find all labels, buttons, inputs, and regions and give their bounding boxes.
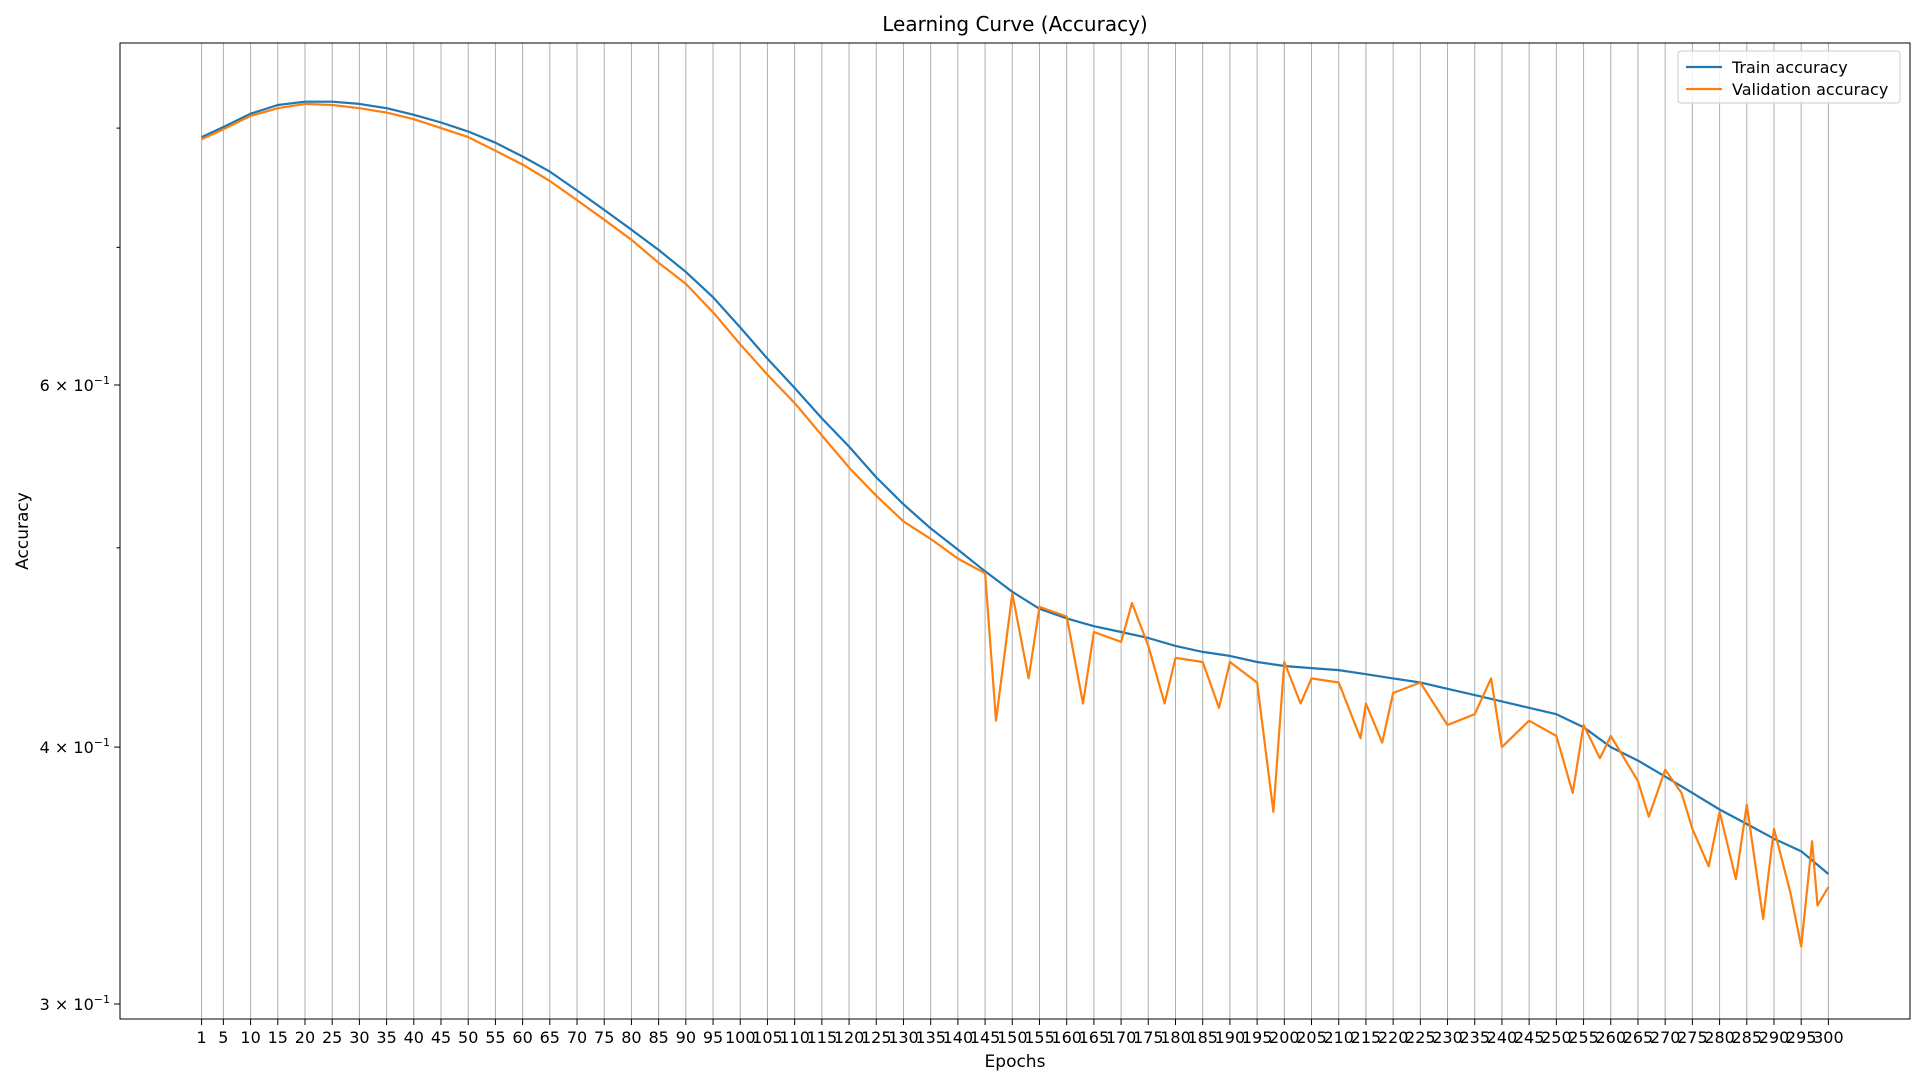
legend-label-validation: Validation accuracy [1732, 80, 1888, 99]
x-axis-ticks: 1 5 10 15 20 25 30 35 40 45 50 55 60 65 70 75 80 85 90 95 10… [197, 1019, 1844, 1047]
x-tick-label: 185 [1187, 1028, 1218, 1047]
x-tick-label: 75 [594, 1028, 614, 1047]
x-tick-label: 10 [240, 1028, 260, 1047]
x-tick-label: 80 [621, 1028, 641, 1047]
x-tick-label: 270 [1650, 1028, 1681, 1047]
x-tick-label: 285 [1732, 1028, 1763, 1047]
x-tick-label: 65 [540, 1028, 560, 1047]
x-tick-label: 45 [431, 1028, 451, 1047]
x-tick-label: 110 [779, 1028, 810, 1047]
x-tick-label: 100 [725, 1028, 756, 1047]
chart-title: Learning Curve (Accuracy) [882, 12, 1147, 36]
x-tick-label: 25 [322, 1028, 342, 1047]
x-tick-label: 155 [1024, 1028, 1055, 1047]
x-tick-label: 225 [1405, 1028, 1436, 1047]
x-tick-label: 190 [1215, 1028, 1246, 1047]
x-tick-label: 145 [970, 1028, 1001, 1047]
x-tick-label: 195 [1242, 1028, 1273, 1047]
x-tick-label: 70 [567, 1028, 587, 1047]
y-tick-label: 4 × 10−1 [40, 736, 110, 757]
x-grid [201, 43, 1829, 1019]
x-tick-label: 230 [1432, 1028, 1463, 1047]
x-tick-label: 105 [752, 1028, 783, 1047]
x-tick-label: 215 [1351, 1028, 1382, 1047]
x-tick-label: 245 [1514, 1028, 1545, 1047]
x-tick-label: 295 [1786, 1028, 1817, 1047]
x-tick-label: 55 [485, 1028, 505, 1047]
x-tick-label: 135 [915, 1028, 946, 1047]
x-tick-label: 50 [458, 1028, 478, 1047]
x-tick-label: 300 [1813, 1028, 1844, 1047]
x-tick-label: 95 [703, 1028, 723, 1047]
x-tick-label: 120 [834, 1028, 865, 1047]
legend: Train accuracy Validation accuracy [1677, 50, 1901, 104]
legend-box [1677, 50, 1901, 104]
x-tick-label: 255 [1568, 1028, 1599, 1047]
x-tick-label: 115 [807, 1028, 838, 1047]
x-tick-label: 20 [295, 1028, 315, 1047]
series-layer [201, 100, 1830, 948]
legend-label-train: Train accuracy [1731, 58, 1848, 77]
y-axis-ticks: 3 × 10−1 4 × 10−1 6 × 10−1 [40, 127, 120, 1014]
x-tick-label: 1 [197, 1028, 207, 1047]
x-tick-label: 210 [1323, 1028, 1354, 1047]
x-tick-label: 130 [888, 1028, 919, 1047]
y-tick-label: 6 × 10−1 [40, 374, 110, 395]
x-axis-label: Epochs [985, 1052, 1046, 1072]
y-tick-label: 3 × 10−1 [40, 993, 110, 1014]
x-tick-label: 280 [1704, 1028, 1735, 1047]
x-tick-label: 60 [512, 1028, 532, 1047]
x-tick-label: 275 [1677, 1028, 1708, 1047]
x-tick-label: 205 [1296, 1028, 1327, 1047]
x-tick-label: 175 [1133, 1028, 1164, 1047]
x-tick-label: 150 [997, 1028, 1028, 1047]
x-tick-label: 265 [1623, 1028, 1654, 1047]
train-accuracy-line [201, 100, 1830, 875]
x-tick-label: 180 [1160, 1028, 1191, 1047]
x-tick-label: 15 [268, 1028, 288, 1047]
x-tick-label: 5 [218, 1028, 228, 1047]
x-tick-label: 160 [1051, 1028, 1082, 1047]
x-tick-label: 125 [861, 1028, 892, 1047]
y-axis-label: Accuracy [13, 492, 33, 570]
x-tick-label: 90 [676, 1028, 696, 1047]
x-tick-label: 30 [349, 1028, 369, 1047]
x-tick-label: 290 [1759, 1028, 1790, 1047]
x-tick-label: 200 [1269, 1028, 1300, 1047]
validation-accuracy-line [201, 102, 1830, 948]
x-tick-label: 235 [1459, 1028, 1490, 1047]
x-tick-label: 35 [376, 1028, 396, 1047]
x-tick-label: 220 [1378, 1028, 1409, 1047]
x-tick-label: 140 [943, 1028, 974, 1047]
x-tick-label: 85 [648, 1028, 668, 1047]
x-tick-label: 165 [1079, 1028, 1110, 1047]
plot-frame [119, 42, 1911, 1020]
x-tick-label: 260 [1595, 1028, 1626, 1047]
x-tick-label: 40 [404, 1028, 424, 1047]
x-tick-label: 170 [1106, 1028, 1137, 1047]
x-tick-label: 250 [1541, 1028, 1572, 1047]
x-tick-label: 240 [1487, 1028, 1518, 1047]
